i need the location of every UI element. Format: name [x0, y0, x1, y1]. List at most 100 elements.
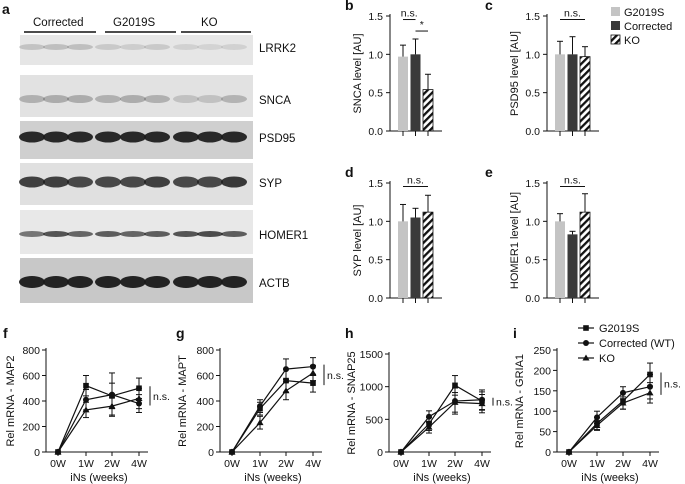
x-tick-label: 2W — [278, 458, 294, 470]
y-axis-title: SYP level [AU] — [352, 205, 364, 277]
marker-square — [452, 382, 458, 389]
line-chart-i: i 0 50 100 150 200 250 0W 1W 2W 4W iNs (weeks) Rel m… — [513, 325, 681, 484]
blot-band — [43, 176, 69, 188]
blot-band — [120, 276, 146, 288]
x-tick-label: 4W — [642, 458, 658, 470]
blot-band — [221, 276, 247, 288]
y-tick-label: 1.5 — [368, 178, 383, 190]
y-axis-title: Rel mRNA - MAP2 — [5, 355, 17, 446]
blot-band — [19, 95, 45, 103]
panel-label-f: f — [3, 325, 8, 341]
y-tick-label: 1.0 — [525, 216, 540, 228]
blot-band — [43, 44, 69, 50]
blot-strip-psd95 — [19, 121, 253, 159]
y-axis-title: Rel mRNA - MAPT — [177, 355, 189, 447]
series-line-corrected-wt- — [400, 399, 483, 453]
y-tick-label: 0.5 — [525, 255, 540, 267]
marker-triangle — [135, 394, 143, 401]
blot-band — [43, 276, 69, 288]
marker-triangle — [646, 389, 654, 396]
line-chart-g: g 0 200 400 600 800 0W 1W 2W 4W iNs (weeks) Rel mRN… — [176, 325, 344, 484]
legend-swatch-ko — [610, 34, 621, 45]
significance-ns: n.s. — [664, 379, 681, 391]
blot-band — [19, 276, 45, 288]
bar-ko — [422, 89, 434, 132]
legend-swatch-g2019s — [611, 7, 620, 16]
significance-ns: n.s. — [153, 391, 170, 403]
y-tick-label: 0.0 — [525, 126, 540, 138]
y-tick-label: 0 — [545, 447, 551, 459]
y-tick-label: 150 — [533, 386, 551, 398]
bar-g2019s — [555, 54, 565, 132]
blot-band — [197, 44, 223, 50]
blot-band — [95, 44, 121, 50]
line-chart-f: f 0 200 400 600 800 0W 1W 2W 4W iNs (weeks) Rel mRN… — [3, 325, 170, 484]
marker-square — [310, 380, 316, 386]
blot-band — [197, 276, 223, 288]
series-line-corrected-wt- — [231, 365, 314, 453]
bar-legend: G2019S Corrected KO — [610, 7, 672, 47]
y-axis-title: PSD95 level [AU] — [509, 31, 521, 116]
blot-band — [95, 131, 121, 143]
x-tick-label: 0W — [224, 458, 240, 470]
line-chart-h: h 0 500 1000 1500 0W 1W 2W 4W iNs (weeks) Rel mRNA… — [345, 325, 513, 484]
y-tick-label: 200 — [22, 422, 40, 434]
y-tick-label: 50 — [539, 427, 551, 439]
y-tick-label: 1.5 — [525, 178, 540, 190]
bar-corrected — [410, 54, 421, 132]
bar-chart-c: c 0.0 0.5 1.0 1.5 PSD95 level [AU] n.s. — [485, 0, 599, 138]
blot-band — [221, 95, 247, 103]
blot-band — [67, 95, 93, 103]
panel-label-c: c — [485, 0, 493, 13]
blot-band — [120, 44, 146, 50]
blot-band — [67, 276, 93, 288]
y-tick-label: 800 — [196, 345, 214, 357]
legend-label-corrected: Corrected — [624, 21, 672, 33]
group-label-ko: KO — [201, 17, 218, 29]
blot-band — [19, 176, 45, 188]
y-tick-label: 600 — [22, 371, 40, 383]
blot-band — [95, 231, 121, 237]
y-tick-label: 0 — [34, 447, 40, 459]
blot-label-homer1: HOMER1 — [259, 230, 308, 242]
x-axis-title: iNs (weeks) — [581, 472, 638, 484]
y-tick-label: 500 — [365, 414, 383, 426]
marker-triangle — [397, 448, 405, 455]
marker-triangle — [582, 354, 590, 361]
blot-band — [67, 176, 93, 188]
x-tick-label: 0W — [393, 458, 409, 470]
panel-label-i: i — [513, 325, 517, 341]
significance-star: * — [420, 19, 424, 31]
series-line-g2019s — [400, 384, 483, 453]
significance-ns: n.s. — [564, 175, 581, 187]
bar-chart-b: b 0.0 0.5 1.0 1.5 SNCA level [AU] n.s.* — [345, 0, 442, 138]
blot-strip-snca — [19, 75, 253, 117]
blot-label-actb: ACTB — [259, 278, 290, 290]
y-axis-title: SNCA level [AU] — [352, 33, 364, 113]
significance-ns: n.s. — [401, 8, 418, 20]
marker-triangle — [619, 399, 627, 406]
series-line-ko — [568, 392, 651, 453]
panel-label-h: h — [345, 325, 354, 341]
bar-corrected — [567, 234, 578, 298]
panel-label-b: b — [345, 0, 354, 13]
blot-band — [173, 231, 199, 237]
blot-label-snca: SNCA — [259, 95, 291, 107]
bar-g2019s — [398, 56, 408, 132]
blot-band — [144, 231, 170, 237]
blot-band — [221, 231, 247, 237]
blot-band — [221, 44, 247, 50]
y-tick-label: 0 — [377, 447, 383, 459]
y-tick-label: 1.0 — [368, 49, 383, 61]
bar-chart-d: d 0.0 0.5 1.0 1.5 SYP level [AU] n.s. — [345, 164, 442, 305]
blot-background — [20, 75, 253, 117]
blot-band — [173, 131, 199, 143]
blot-band — [221, 131, 247, 143]
y-tick-label: 250 — [533, 345, 551, 357]
y-tick-label: 0.0 — [368, 126, 383, 138]
marker-triangle — [478, 400, 486, 407]
x-axis-title: iNs (weeks) — [413, 472, 470, 484]
blot-band — [173, 95, 199, 103]
blot-band — [95, 276, 121, 288]
